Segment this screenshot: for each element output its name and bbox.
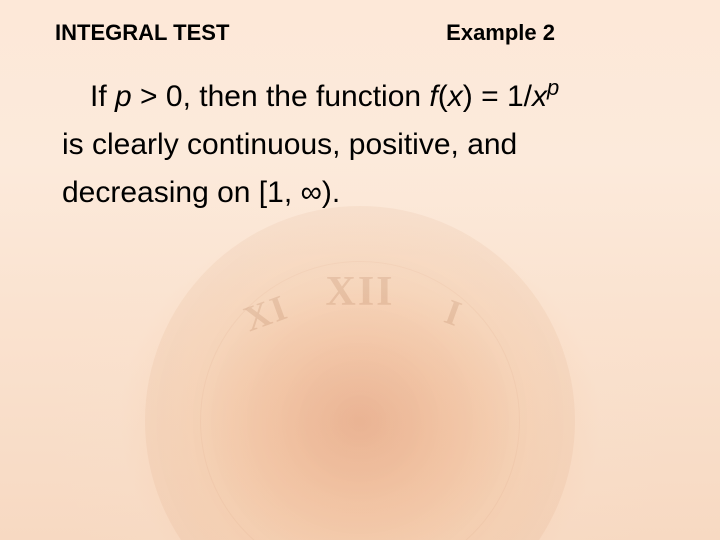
text: > 0, then the function (132, 80, 430, 113)
slide-body: If p > 0, then the function f(x) = 1/xp … (62, 70, 680, 217)
body-line-2: is clearly continuous, positive, and (62, 121, 680, 169)
numeral-1: I (439, 291, 468, 336)
body-line-1: If p > 0, then the function f(x) = 1/xp (62, 70, 680, 121)
text: ) = 1/ (463, 80, 532, 113)
text: ( (438, 80, 448, 113)
header-example: Example 2 (446, 20, 555, 46)
superscript-p: p (547, 75, 559, 100)
numeral-11: XI (239, 286, 295, 341)
numeral-12: XII (325, 268, 394, 316)
header-title: INTEGRAL TEST (55, 20, 229, 46)
watch-background (145, 206, 575, 540)
var-x: x (532, 80, 547, 113)
var-p: p (115, 80, 132, 113)
slide-header: INTEGRAL TEST Example 2 (0, 20, 720, 46)
slide: XII XI I INTEGRAL TEST Example 2 If p > … (0, 0, 720, 540)
var-f: f (429, 80, 437, 113)
text: If (90, 80, 115, 113)
body-line-3: decreasing on [1, ∞). (62, 169, 680, 217)
var-x: x (448, 80, 463, 113)
